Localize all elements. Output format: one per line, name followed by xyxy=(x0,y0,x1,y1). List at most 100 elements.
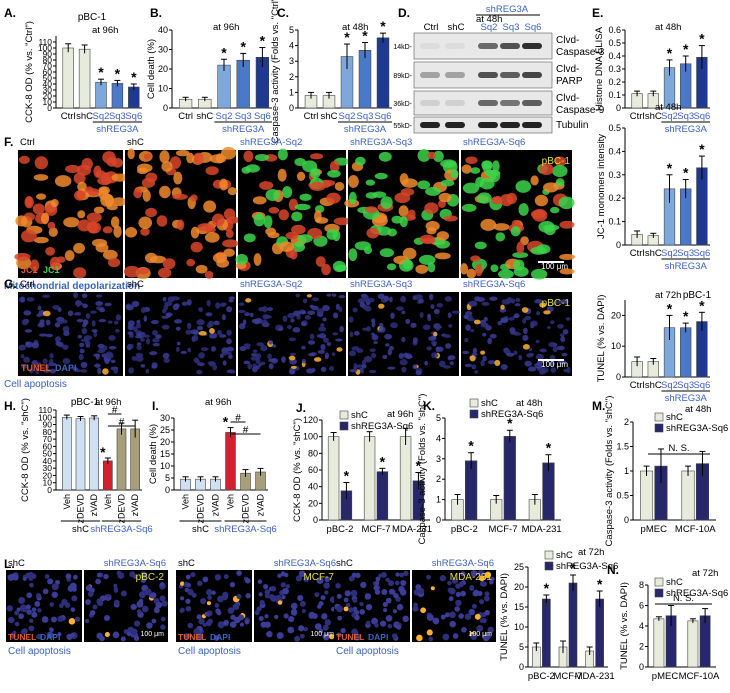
cell xyxy=(308,352,316,357)
y-tick-label: 2 xyxy=(289,72,294,82)
cell xyxy=(387,366,396,370)
cell xyxy=(97,343,105,348)
cell xyxy=(214,574,222,581)
cell xyxy=(298,570,306,578)
cell xyxy=(415,370,422,376)
cell xyxy=(26,604,31,610)
cell xyxy=(245,345,251,350)
y-tick-label: 110 xyxy=(38,37,52,47)
cell xyxy=(371,334,379,341)
y-tick-label: 0 xyxy=(313,515,318,525)
cell xyxy=(91,329,98,333)
cell xyxy=(133,187,143,199)
group-label: shREG3A xyxy=(665,393,708,404)
cell xyxy=(281,595,286,600)
cell xyxy=(236,570,242,576)
cell xyxy=(515,180,532,193)
significance-star: * xyxy=(507,415,513,431)
cell xyxy=(226,306,233,313)
cell xyxy=(532,208,548,222)
cell xyxy=(138,591,146,599)
cell xyxy=(138,267,149,275)
cell xyxy=(365,192,378,199)
condition-label: at 48h xyxy=(655,22,681,33)
cell xyxy=(512,315,519,319)
cell xyxy=(386,263,397,271)
cell xyxy=(264,614,269,619)
cell xyxy=(444,296,452,302)
bar xyxy=(542,598,551,668)
cell xyxy=(135,355,144,362)
cell xyxy=(524,315,532,320)
cell xyxy=(309,181,326,192)
group-label: shREG3A xyxy=(665,261,708,272)
cell xyxy=(247,363,253,370)
cell xyxy=(383,295,389,302)
cell xyxy=(18,613,24,620)
cell xyxy=(329,366,335,372)
cell xyxy=(385,577,390,582)
cell xyxy=(152,329,158,336)
legend-swatch xyxy=(654,423,664,433)
cell xyxy=(191,592,197,598)
cell xyxy=(332,332,339,336)
stain-label: DAPI xyxy=(368,632,388,642)
cell xyxy=(114,320,119,325)
cell xyxy=(474,613,481,620)
y-tick-label: 5 xyxy=(289,25,294,35)
lane-label: Sq3 xyxy=(503,22,520,33)
cell xyxy=(430,341,438,345)
cell xyxy=(320,343,326,351)
cell xyxy=(355,156,366,166)
cell xyxy=(460,590,466,597)
cell xyxy=(98,186,110,195)
y-tick-label: 100 xyxy=(38,412,52,422)
legend-swatch xyxy=(654,412,664,422)
cell xyxy=(281,356,286,363)
blot-band xyxy=(478,100,498,106)
cell xyxy=(143,334,150,338)
cell xyxy=(499,193,514,207)
y-tick-label: 2 xyxy=(639,642,644,652)
panel-letter: E. xyxy=(592,6,603,20)
cell xyxy=(277,148,288,161)
cell xyxy=(143,315,148,322)
cell xyxy=(291,224,306,235)
cell xyxy=(365,179,376,186)
cell xyxy=(177,219,185,231)
significance-star: * xyxy=(344,29,350,45)
cell xyxy=(50,616,57,623)
cell xyxy=(480,218,497,231)
y-tick-label: 30 xyxy=(160,413,170,423)
cell xyxy=(334,181,345,191)
cell xyxy=(230,614,236,620)
category-label: Sq3 xyxy=(677,111,694,122)
group-label: shREG3A xyxy=(486,4,529,15)
cell xyxy=(144,252,158,264)
cell xyxy=(212,364,218,371)
cell xyxy=(320,366,327,373)
cell xyxy=(95,243,109,253)
cell xyxy=(93,206,105,214)
y-tick-label: 110 xyxy=(38,405,52,415)
cell xyxy=(243,233,256,243)
cell xyxy=(470,255,481,262)
significance-star: * xyxy=(570,560,576,576)
y-tick-label: 20 xyxy=(158,64,168,74)
cell xyxy=(55,341,61,346)
cell xyxy=(225,229,234,239)
cell xyxy=(317,349,326,354)
category-label: pMEC xyxy=(652,671,679,682)
y-tick-label: 15 xyxy=(514,602,524,612)
y-axis-label: JC-1 monomers intensity xyxy=(596,134,607,239)
y-tick-label: 1 xyxy=(624,466,629,476)
cell xyxy=(80,361,88,369)
cell xyxy=(373,340,378,344)
category-label: Sq3 xyxy=(677,248,694,259)
cell xyxy=(534,299,543,304)
cell xyxy=(326,341,331,347)
stain-label: DAPI xyxy=(55,363,77,373)
cell xyxy=(479,599,485,605)
y-tick-label: 1.5 xyxy=(616,442,629,452)
